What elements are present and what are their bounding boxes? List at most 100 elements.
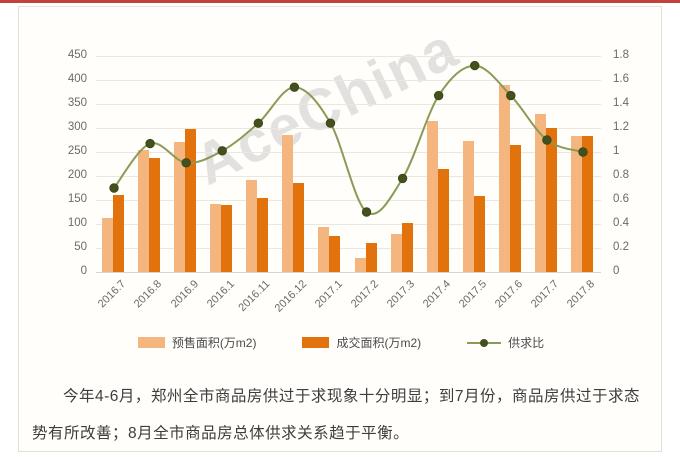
- chart-legend: 预售面积(万m2) 成交面积(万m2) 供求比: [19, 334, 663, 351]
- gridline: [96, 56, 601, 57]
- bar-presale-area: [534, 114, 546, 272]
- right-axis-tick: 0.4: [613, 217, 629, 229]
- line-marker: [145, 138, 155, 149]
- x-axis-label: 2016.7: [96, 278, 129, 311]
- legend-label: 预售面积(万m2): [171, 336, 257, 350]
- gridline: [96, 272, 601, 273]
- line-marker: [181, 158, 191, 168]
- x-axis-label: 2016.12: [272, 278, 309, 315]
- gridline: [96, 152, 601, 153]
- bar-presale-area: [282, 135, 294, 272]
- gridline: [96, 248, 601, 249]
- bar-deal-area: [329, 236, 341, 272]
- x-axis-label: 2017.7: [529, 278, 562, 311]
- x-axis-label: 2017.8: [565, 278, 598, 311]
- bar-presale-area: [426, 121, 438, 272]
- left-axis-tick: 350: [67, 97, 87, 109]
- line-marker: [253, 118, 264, 128]
- right-axis-tick: 1.6: [613, 73, 629, 85]
- right-axis-tick: 1.8: [613, 49, 629, 61]
- bar-presale-area: [354, 258, 366, 272]
- left-axis-tick: 300: [67, 121, 87, 133]
- bar-deal-area: [293, 183, 305, 272]
- bar-presale-area: [318, 227, 330, 272]
- bar-deal-area: [437, 169, 449, 272]
- right-axis-tick: 1.4: [613, 97, 629, 109]
- line-marker: [433, 90, 444, 101]
- bar-deal-area: [365, 243, 377, 272]
- bar-presale-area: [210, 204, 222, 272]
- x-axis-label: 2017.4: [420, 278, 454, 311]
- gridline: [96, 200, 601, 201]
- line-marker: [325, 118, 336, 128]
- line-marker: [217, 146, 227, 156]
- x-axis-label: 2016.8: [132, 278, 165, 311]
- legend-swatch-icon: [137, 337, 165, 348]
- left-axis-tick: 450: [67, 49, 87, 61]
- left-axis-tick: 0: [80, 265, 87, 277]
- bar-deal-area: [113, 195, 125, 272]
- right-axis-tick: 1.2: [613, 121, 629, 133]
- bar-presale-area: [462, 141, 474, 272]
- right-axis-tick: 0.8: [613, 169, 629, 181]
- bar-presale-area: [138, 150, 150, 272]
- left-axis-tick: 150: [67, 193, 87, 205]
- line-marker: [361, 207, 372, 217]
- x-axis-label: 2017.2: [348, 278, 382, 311]
- bar-deal-area: [221, 205, 233, 272]
- left-axis-tick: 250: [67, 145, 87, 157]
- left-axis-tick: 100: [67, 217, 87, 229]
- line-marker: [289, 82, 300, 92]
- line-marker: [542, 135, 552, 145]
- gridline: [96, 104, 601, 105]
- bar-deal-area: [473, 196, 485, 272]
- legend-item: 供求比: [467, 334, 544, 351]
- bar-deal-area: [257, 198, 269, 272]
- x-axis-label: 2017.5: [456, 278, 490, 311]
- legend-label: 成交面积(万m2): [336, 336, 422, 350]
- legend-item: 预售面积(万m2): [137, 334, 257, 351]
- summary-paragraph: 今年4-6月，郑州全市商品房供过于求现象十分明显；到7月份，商品房供过于求态势有…: [32, 388, 641, 442]
- bar-deal-area: [545, 128, 557, 272]
- gridline: [96, 224, 601, 225]
- left-axis-tick: 400: [67, 73, 87, 85]
- line-marker: [397, 173, 408, 184]
- x-axis-label: 2016.9: [168, 278, 201, 311]
- bar-presale-area: [498, 85, 510, 272]
- legend-label: 供求比: [508, 336, 545, 350]
- legend-line-icon: [467, 338, 502, 347]
- legend-item: 成交面积(万m2): [302, 334, 421, 351]
- gridline: [96, 80, 601, 81]
- bar-presale-area: [570, 136, 582, 272]
- right-axis-tick: 1: [613, 145, 620, 157]
- bar-deal-area: [581, 136, 593, 272]
- x-axis-label: 2017.1: [312, 278, 345, 311]
- right-axis-tick: 0: [613, 265, 620, 277]
- line-marker: [109, 183, 119, 193]
- gridline: [96, 176, 601, 177]
- legend-swatch-icon: [302, 337, 330, 348]
- plot-area: [96, 56, 601, 273]
- bar-presale-area: [390, 234, 402, 272]
- bar-deal-area: [149, 158, 161, 272]
- ratio-line-chart: [109, 60, 588, 217]
- bar-deal-area: [509, 145, 521, 272]
- line-marker: [578, 147, 588, 157]
- x-axis-label: 2017.6: [493, 278, 526, 311]
- left-axis-tick: 50: [74, 241, 87, 253]
- bar-presale-area: [246, 180, 258, 272]
- left-axis-tick: 200: [67, 169, 87, 181]
- line-marker: [506, 90, 516, 101]
- x-axis-label: 2016.1: [204, 278, 237, 311]
- bar-presale-area: [102, 218, 114, 272]
- bar-presale-area: [174, 142, 186, 272]
- top-red-divider: [0, 0, 680, 3]
- line-marker: [470, 60, 480, 71]
- right-axis-tick: 0.6: [613, 193, 629, 205]
- x-axis-label: 2016.11: [236, 278, 273, 315]
- chart-panel: AceChina 450 400 350 300 250 200 150 100 50 0 1.8…: [18, 6, 662, 452]
- gridline: [96, 128, 601, 129]
- right-axis-tick: 0.2: [613, 241, 629, 253]
- x-axis-label: 2017.3: [384, 278, 418, 311]
